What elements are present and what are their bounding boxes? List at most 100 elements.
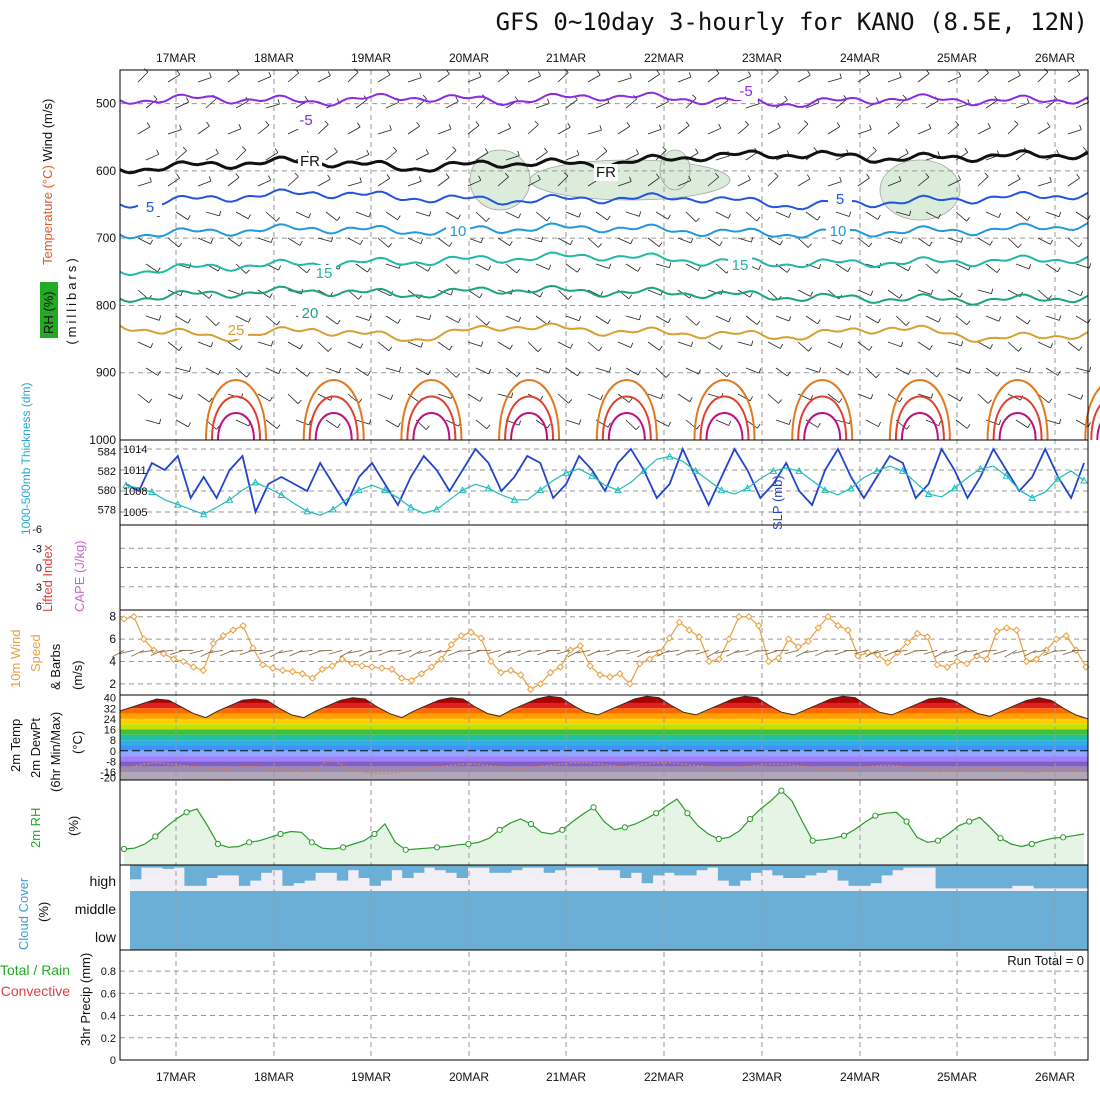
wind-barb-flag: [961, 340, 964, 346]
wind-barb: [925, 419, 939, 427]
wind-barb-flag: [839, 73, 842, 79]
wind-barb-flag: [446, 69, 450, 75]
wind-speed-marker: [695, 633, 703, 641]
wind-barb: [1015, 263, 1030, 270]
wind-barb: [467, 237, 482, 244]
wind-barb-flag: [808, 347, 813, 352]
wind-barb-flag: [397, 422, 401, 428]
wind-barb: [1015, 151, 1028, 161]
cloud-high-bar: [1055, 865, 1067, 889]
wind-barb-flag: [866, 173, 870, 179]
wind-barb: [437, 393, 452, 399]
wind-barb-10m: [289, 649, 303, 657]
contour-label: FR: [596, 164, 616, 181]
wind-barb: [535, 103, 550, 109]
wind-barb: [985, 315, 1000, 322]
thickness-marker: [536, 486, 545, 494]
wind-barb-flag: [870, 290, 874, 296]
temp-tick-label: 24: [104, 714, 116, 726]
wind-barb: [595, 150, 608, 161]
wind-barb: [407, 180, 422, 187]
wind-barb-flag: [516, 372, 521, 377]
wind-barb-flag: [425, 425, 430, 430]
wind-barb: [655, 101, 669, 109]
wind-barb-flag: [187, 422, 191, 427]
wind-barb-flag: [1026, 98, 1030, 104]
wind-barb-flag: [1050, 343, 1054, 349]
wind-speed-marker: [844, 626, 852, 634]
wind-barb-flag: [537, 71, 541, 77]
wind-barb-flag: [308, 420, 312, 426]
near-surface-isotherm-loop: [992, 395, 1043, 441]
wind-barb-flag: [1058, 211, 1062, 217]
wind-barb: [625, 419, 637, 431]
temp-band: [120, 772, 1088, 780]
wind-barb: [437, 237, 450, 247]
cloud-high-bar: [641, 865, 654, 884]
wind-barb: [317, 178, 331, 187]
wind-speed-marker: [288, 667, 297, 676]
near-surface-isotherm-loop: [211, 395, 261, 441]
rh-marker: [872, 812, 879, 819]
wind-barb: [857, 74, 870, 83]
wind-barb-flag: [878, 421, 881, 427]
wind-barb-flag: [241, 146, 247, 151]
wind-barb-flag: [269, 293, 273, 298]
wind-barb-flag: [248, 317, 251, 323]
wind-barb-10m: [726, 649, 740, 657]
wind-barb: [827, 181, 842, 187]
temp-band: [120, 766, 1088, 773]
wind-speed-marker: [159, 649, 168, 658]
cloud-high-bar: [130, 865, 142, 880]
wind-barb-flag: [448, 124, 452, 130]
wind-barb: [415, 153, 429, 161]
wind-barb: [647, 177, 660, 187]
wind-barb: [677, 393, 690, 402]
wind-speed-marker: [239, 621, 247, 630]
wind-barb-flag: [875, 97, 879, 103]
temp-band: [120, 750, 1088, 757]
wind-barb-flag: [639, 314, 642, 320]
wind-barb-10m: [784, 649, 799, 655]
wind-axis-label: & Barbs: [48, 643, 63, 690]
wind-barb-flag: [803, 120, 809, 125]
cloud-high-bar: [543, 865, 556, 873]
wind-barb: [775, 367, 788, 377]
temp-axis-label: (6hr Min/Max): [48, 712, 63, 792]
wind-barb-flag: [475, 121, 480, 126]
wind-barb-flag: [957, 175, 961, 181]
rh-marker: [778, 787, 785, 794]
wind-barb-10m: [159, 649, 174, 652]
wind-barb-flag: [806, 174, 811, 180]
wind-speed-marker: [328, 662, 336, 670]
wind-barb: [175, 150, 187, 161]
wind-barb: [617, 126, 630, 135]
wind-barb-flag: [936, 269, 940, 274]
x-tick-label-bottom: 22MAR: [644, 1070, 684, 1084]
wind-barb-flag: [658, 124, 662, 130]
wind-barb-10m: [367, 649, 382, 653]
wind-barb-flag: [877, 214, 881, 220]
wind-barb-flag: [849, 315, 852, 321]
wind-barb-flag: [959, 292, 963, 298]
wind-barb-flag: [931, 393, 934, 399]
wind-barb: [647, 73, 660, 83]
wind-barb: [137, 181, 152, 187]
wind-barb: [257, 341, 272, 347]
wind-axis-title: Speed: [28, 634, 43, 672]
wind-barb-10m: [170, 649, 184, 656]
wind-barb: [325, 419, 338, 429]
wind-barb: [587, 393, 601, 401]
wind-barb: [1037, 289, 1049, 300]
wind-barb: [227, 289, 242, 296]
wind-barb-flag: [563, 172, 569, 177]
wind-barb-flag: [399, 366, 402, 372]
wind-speed-marker: [467, 628, 475, 637]
wind-barb-flag: [929, 241, 933, 247]
slp-tick-label: 1011: [123, 465, 147, 477]
thickness-tick-label: 582: [98, 466, 116, 478]
wind-barb: [197, 237, 212, 244]
contour-label: -5: [739, 83, 752, 100]
wind-barb-flag: [486, 424, 491, 430]
